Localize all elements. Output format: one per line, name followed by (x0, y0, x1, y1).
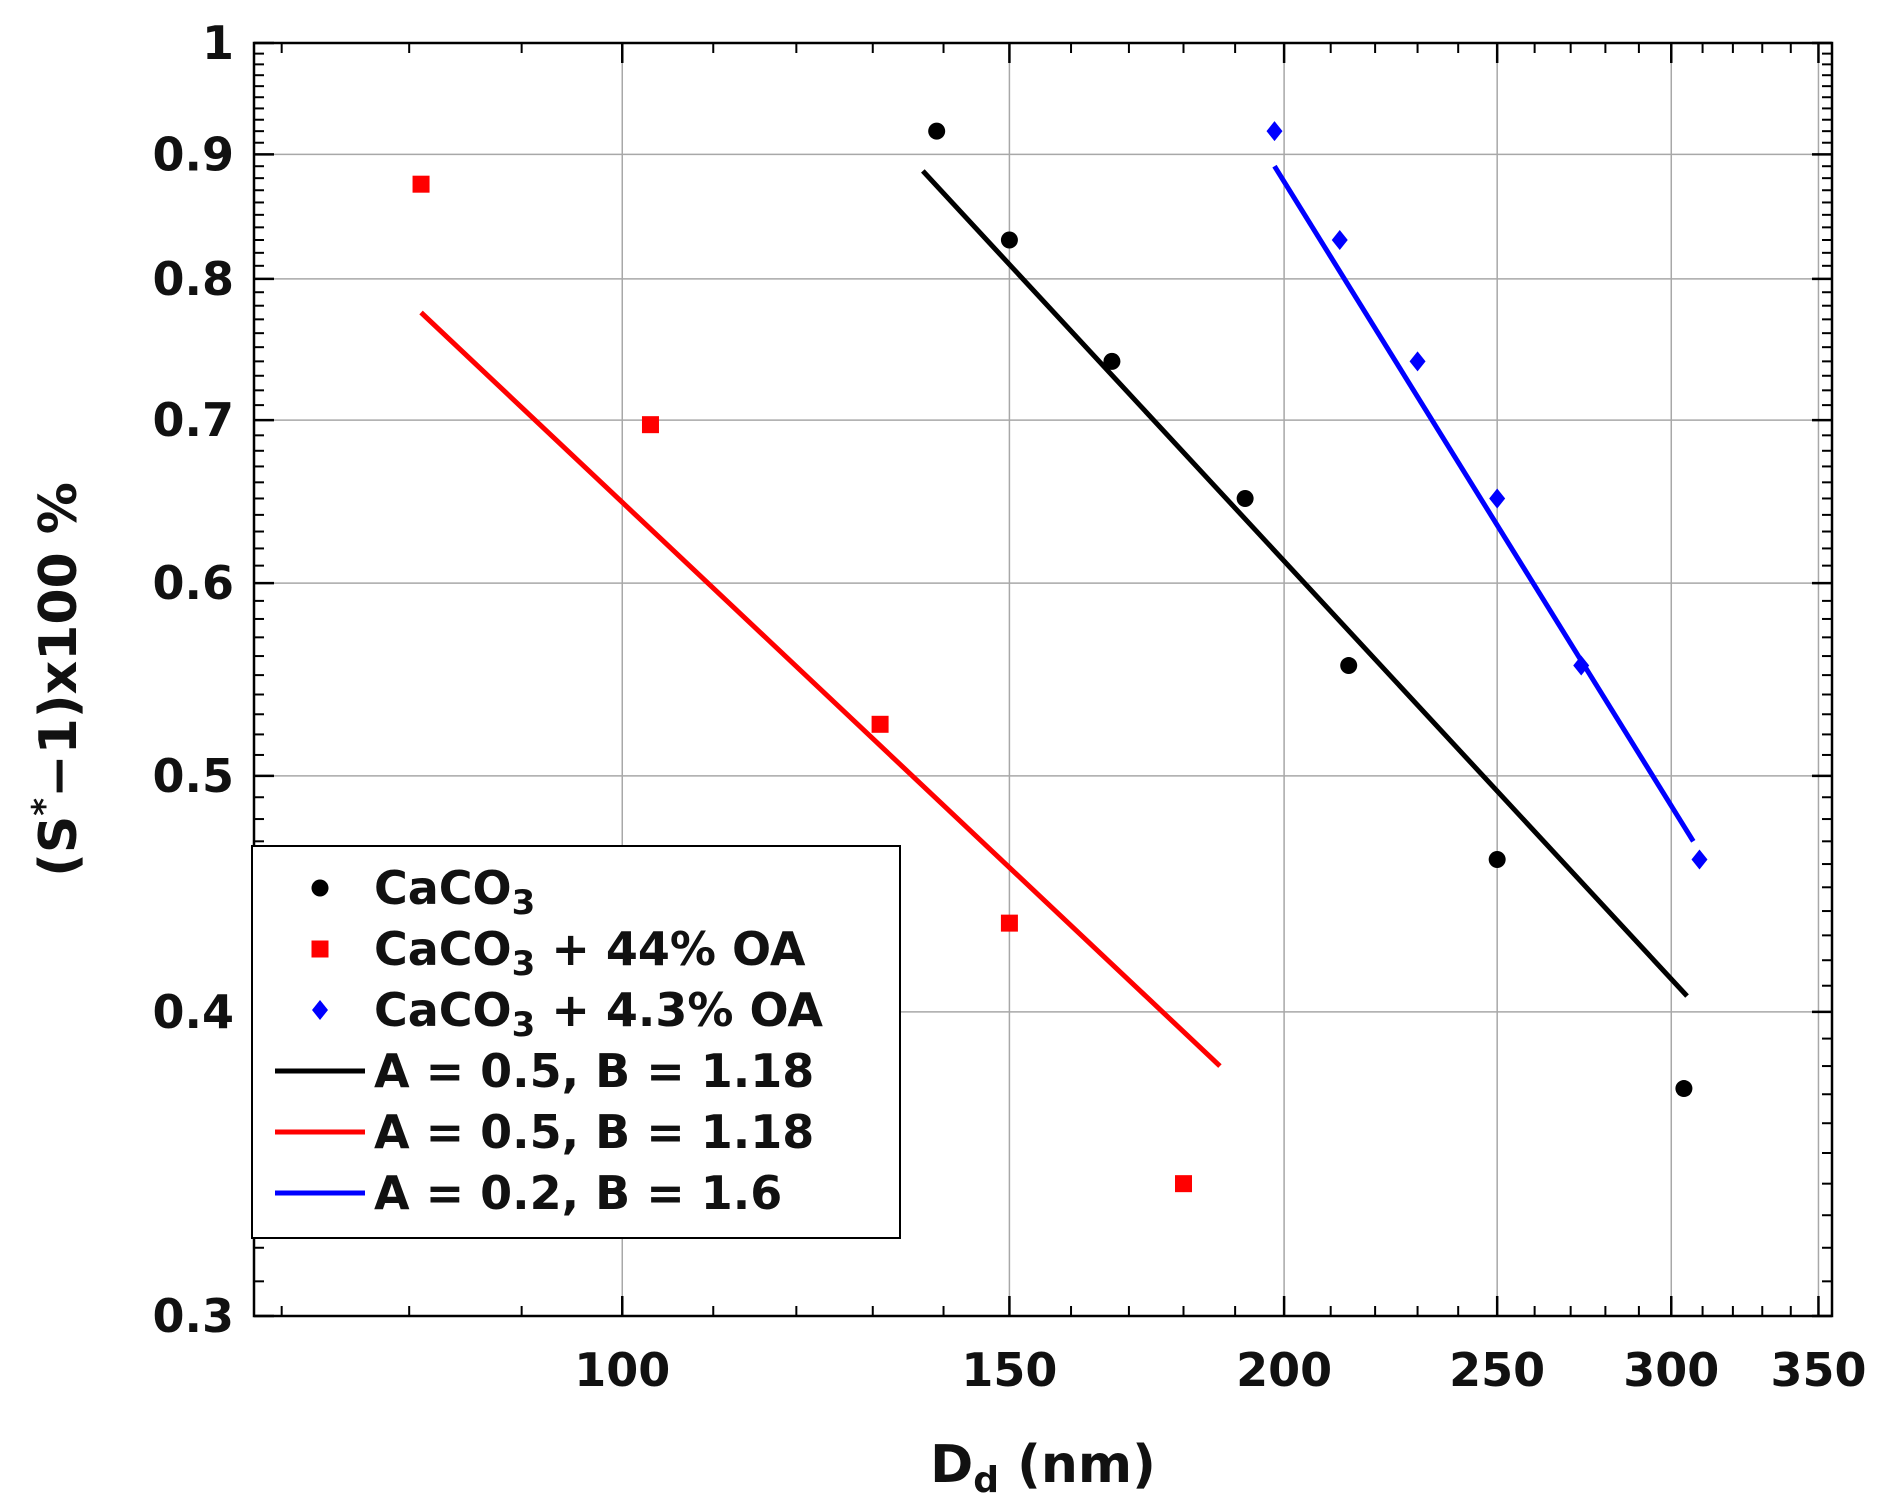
y-tick-label: 1 (202, 16, 234, 70)
legend-label-rest: + 4.3% OA (535, 983, 823, 1037)
fit-line-3 (921, 169, 1689, 998)
y-tick-label: 0.3 (153, 1289, 235, 1343)
y-tick-label: 0.5 (153, 749, 235, 803)
x-axis-title: Dd (nm) (930, 1435, 1156, 1501)
circle-marker-series-0 (1340, 657, 1358, 675)
square-marker-series-1 (1000, 914, 1018, 932)
fit-line-4 (419, 310, 1222, 1068)
x-tick-labels: 100 150 200 250 300 350 (574, 1343, 1866, 1397)
y-axis-title-post: −1)x100 % (29, 482, 89, 798)
legend-swatch-circle-0 (311, 879, 329, 897)
legend-label-4: A = 0.5, B = 1.18 (374, 1105, 814, 1159)
diamond-marker-series-2 (1489, 488, 1506, 509)
legend-label-3: A = 0.5, B = 1.18 (374, 1044, 814, 1098)
circle-marker-series-0 (1488, 850, 1506, 868)
square-marker-series-1 (871, 715, 889, 733)
x-axis-title-sub: d (973, 1460, 999, 1501)
x-tick-label: 100 (574, 1343, 670, 1397)
circle-marker-series-0 (928, 122, 946, 140)
x-tick-label: 250 (1449, 1343, 1545, 1397)
legend-label-text: CaCO (374, 861, 512, 915)
fit-lines (419, 164, 1696, 1068)
diamond-marker-series-2 (1331, 230, 1348, 251)
square-marker-series-1 (1175, 1175, 1193, 1193)
x-tick-label: 300 (1623, 1343, 1719, 1397)
y-tick-labels: 0.3 0.4 0.5 0.6 0.7 0.8 0.9 1 (153, 16, 235, 1343)
legend-label-sub: 3 (512, 944, 536, 984)
circle-marker-series-0 (1675, 1080, 1693, 1098)
y-tick-label: 0.8 (153, 252, 235, 306)
circle-marker-series-0 (1236, 489, 1254, 507)
diamond-marker-series-2 (1409, 351, 1426, 372)
square-marker-series-1 (641, 416, 659, 434)
y-tick-label: 0.4 (153, 985, 235, 1039)
y-axis-title-sup: * (25, 798, 65, 816)
x-axis-title-main: D (930, 1435, 973, 1495)
legend-label-text: CaCO (374, 983, 512, 1037)
diamond-marker-series-2 (1266, 121, 1283, 142)
circle-marker-series-0 (1103, 352, 1121, 370)
legend-label-sub: 3 (512, 883, 536, 923)
legend-label-text: A = 0.2, B = 1.6 (374, 1166, 782, 1220)
legend-label-5: A = 0.2, B = 1.6 (374, 1166, 782, 1220)
y-axis-title: (S*−1)x100 % (25, 482, 89, 877)
legend-swatch-diamond-2 (312, 1000, 328, 1020)
legend-label-text: A = 0.5, B = 1.18 (374, 1044, 814, 1098)
y-axis-title-pre: (S (29, 816, 89, 877)
fit-line-5 (1272, 164, 1696, 843)
y-tick-label: 0.9 (153, 127, 235, 181)
y-tick-label: 0.6 (153, 556, 235, 610)
diamond-marker-series-2 (1691, 849, 1708, 870)
x-tick-label: 200 (1236, 1343, 1332, 1397)
legend-label-text: CaCO (374, 922, 512, 976)
x-tick-label: 150 (961, 1343, 1057, 1397)
legend-label-1: CaCO3 + 44% OA (374, 922, 806, 984)
x-axis-title-unit: (nm) (999, 1435, 1156, 1495)
legend-swatch-square-1 (311, 940, 329, 958)
markers (412, 121, 1708, 1193)
legend-label-rest: + 44% OA (535, 922, 806, 976)
x-tick-label: 350 (1770, 1343, 1866, 1397)
circle-marker-series-0 (1000, 231, 1018, 249)
legend-box (251, 845, 901, 1239)
plot-frame (252, 41, 1834, 1318)
legend-label-0: CaCO3 (374, 861, 535, 923)
legend-label-text: A = 0.5, B = 1.18 (374, 1105, 814, 1159)
legend-label-sub: 3 (512, 1005, 536, 1045)
y-tick-label: 0.7 (153, 393, 235, 447)
square-marker-series-1 (412, 175, 430, 193)
diamond-marker-series-2 (1573, 655, 1590, 676)
legend-label-2: CaCO3 + 4.3% OA (374, 983, 823, 1045)
